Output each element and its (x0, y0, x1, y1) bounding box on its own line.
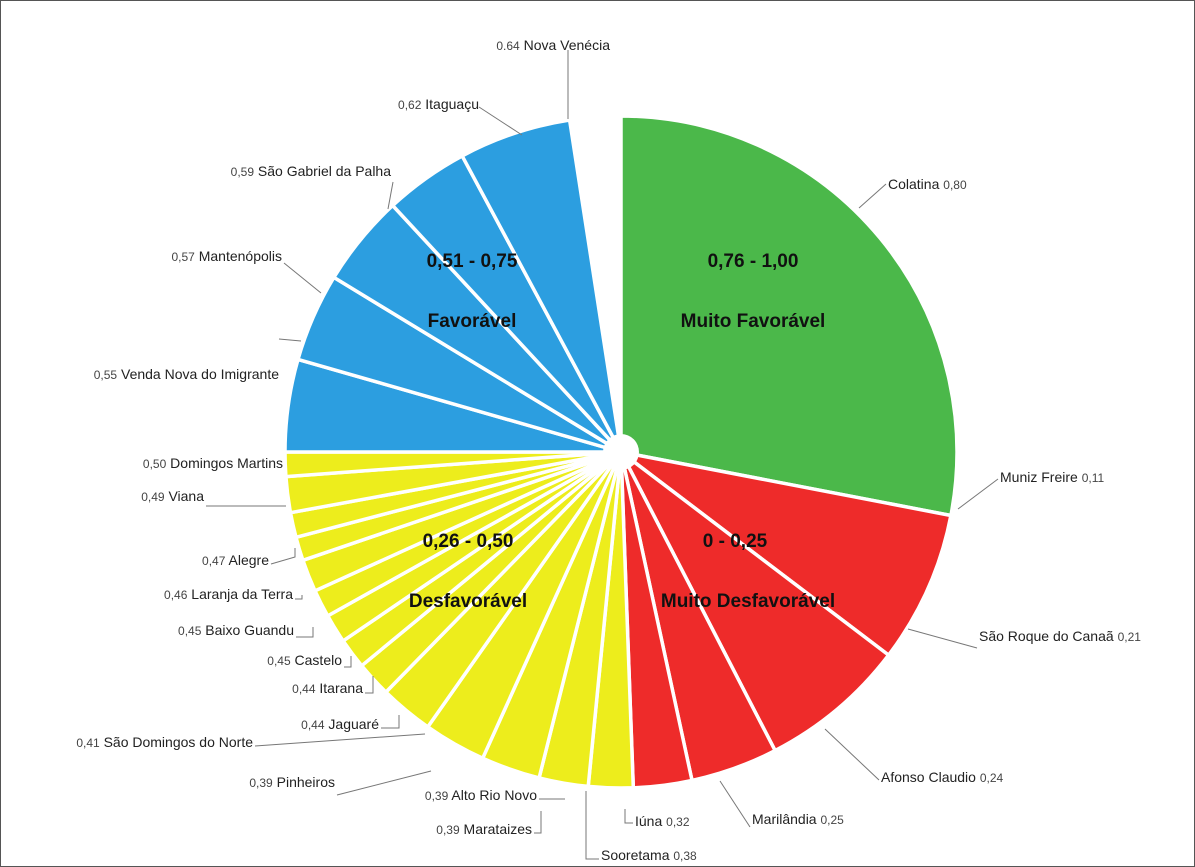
pie-center (603, 434, 639, 470)
leader-line (365, 676, 374, 694)
leader-line (296, 627, 314, 638)
leader-line (858, 183, 887, 209)
slice-label: Marilândia 0,25 (752, 811, 844, 827)
slice-label: 0,41 São Domingos do Norte (76, 734, 253, 750)
slice-label: 0,59 São Gabriel da Palha (231, 163, 392, 179)
slice-nova-ven-cia (460, 118, 623, 454)
slice-label: 0,44 Itarana (292, 680, 363, 696)
slice-label: Muniz Freire 0,11 (1000, 469, 1104, 485)
leader-line (381, 715, 400, 729)
slice-label: 0,55 Venda Nova do Imigrante (94, 366, 279, 382)
slice-label: Afonso Claudio 0,24 (881, 769, 1004, 785)
group-range: 0,76 - 1,00 (708, 251, 799, 272)
leader-line (295, 595, 303, 600)
leader-line (624, 809, 633, 824)
leader-line (387, 181, 394, 210)
slice-label: 0,45 Castelo (267, 652, 342, 668)
leader-line (336, 770, 432, 796)
group-label: Favorável (428, 311, 517, 332)
leader-line (478, 106, 523, 136)
leader-line (283, 262, 322, 294)
slice-muniz-freire (619, 450, 953, 657)
slice-label: Iúna 0,32 (635, 813, 690, 829)
leader-line (254, 733, 426, 747)
slice-label: 0,39 Alto Rio Novo (425, 787, 537, 803)
leader-line (270, 548, 296, 565)
slice-label: 0,44 Jaguaré (301, 716, 379, 732)
group-range: 0,51 - 0,75 (427, 251, 518, 272)
slice-label: 0,57 Mantenópolis (171, 248, 282, 264)
group-range: 0,26 - 0,50 (423, 531, 514, 552)
slice-label: 0,49 Viana (141, 488, 204, 504)
slice-colatina (619, 114, 959, 518)
group-label: Muito Desfavorável (661, 591, 835, 612)
leader-line (278, 338, 302, 342)
slice-label: 0.64 Nova Venécia (496, 37, 610, 53)
leader-line (585, 791, 599, 860)
slice-label: Colatina 0,80 (888, 176, 967, 192)
leader-line (957, 478, 999, 510)
leader-line (907, 628, 978, 649)
slice-label: Sooretama 0,38 (601, 847, 697, 863)
slice-label: 0,46 Laranja da Terra (164, 586, 293, 602)
slice-label: São Roque do Canaã 0,21 (979, 628, 1141, 644)
leader-line (824, 728, 880, 781)
slice-label: 0,62 Itaguaçu (398, 96, 479, 112)
leader-line (344, 656, 352, 668)
slice-label: 0,39 Marataizes (436, 821, 532, 837)
slice-label: 0,47 Alegre (202, 552, 269, 568)
slice-label: 0,45 Baixo Guandu (178, 622, 294, 638)
group-label: Desfavorável (409, 591, 527, 612)
slice-s-o-roque-do-cana- (619, 450, 891, 753)
leader-line (534, 811, 542, 834)
group-range: 0 - 0,25 (703, 531, 768, 552)
slice-label: 0,50 Domingos Martins (143, 455, 283, 471)
group-label: Muito Favorável (681, 311, 826, 332)
slice-label: 0,39 Pinheiros (249, 774, 335, 790)
leader-line (719, 780, 751, 828)
